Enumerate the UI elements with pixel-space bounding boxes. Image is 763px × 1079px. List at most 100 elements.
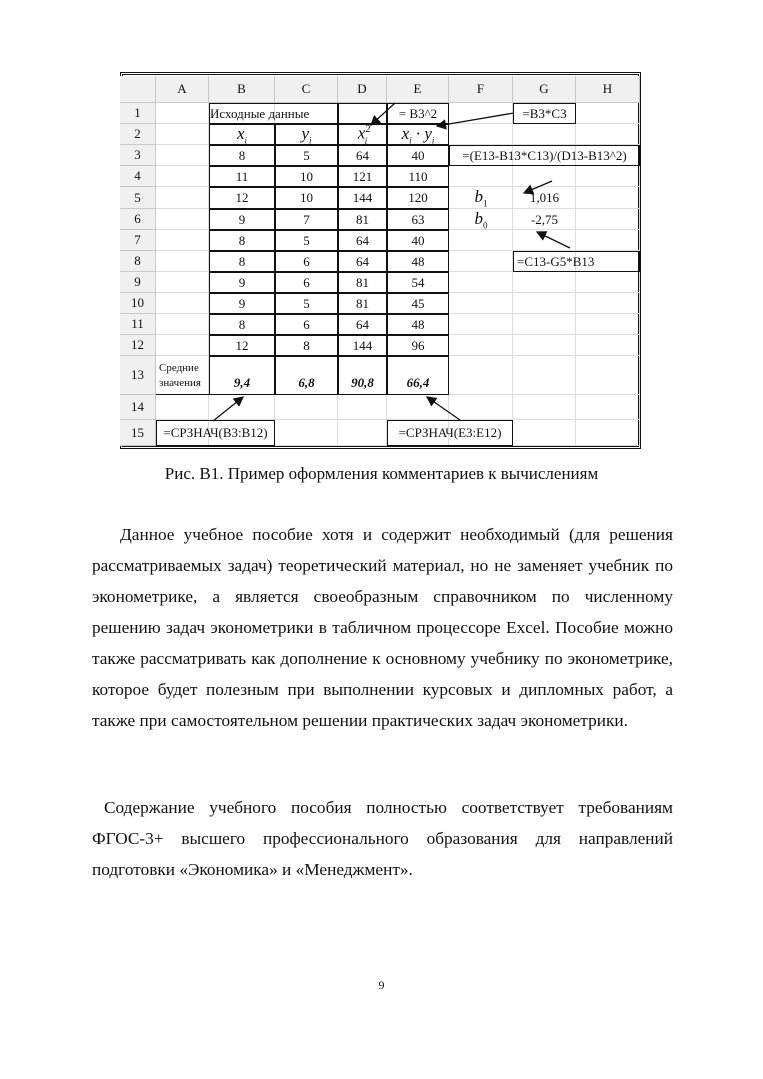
data-cell: 12 [209,187,275,209]
grid-cell [576,293,640,314]
data-cell: 45 [387,293,449,314]
header-x: xi [209,124,275,145]
row-header: 4 [120,166,156,187]
annotation-arrows [212,102,571,422]
row-header: 15 [120,420,156,446]
grid-cell [513,293,576,314]
data-cell: 110 [387,166,449,187]
data-cell: 40 [387,230,449,251]
grid-cell [576,209,640,230]
column-header [120,76,156,103]
grid-cell [156,230,209,251]
b1-label: b1 [474,187,488,209]
formula-g8: =C13-G5*B13 [513,251,640,272]
b0-label: b0 [474,208,488,231]
grid-cell [513,272,576,293]
header-title-box: Исходные данные [209,103,338,124]
grid-cell [156,145,209,166]
row-header: 9 [120,272,156,293]
grid-cell [156,314,209,335]
grid-cell [338,420,387,446]
header-xy: xi · yi [387,124,449,145]
formula-e1: = B3^2 [387,103,449,124]
grid-cell [449,166,513,187]
data-cell: 64 [338,314,387,335]
excel-figure: A B C D E F G H 1 2 3 4 5 6 7 8 9 10 11 12 13 14 15 Исходные да… [120,72,641,449]
arrow [212,396,245,422]
data-cell: 63 [387,209,449,230]
row-header: 3 [120,145,156,166]
grid-cell [449,187,513,209]
data-cell: 96 [387,335,449,356]
column-header: G [513,76,576,103]
data-cell: 9 [209,293,275,314]
grid-cell [576,314,640,335]
grid-cell [338,395,387,420]
b0-value: -2,75 [530,211,559,227]
b1-value: 1,016 [529,190,560,205]
data-cell: 48 [387,314,449,335]
mean-value: 6,8 [275,356,338,395]
grid-cell [156,124,209,145]
figure-caption: Рис. В1. Пример оформления комментариев … [164,464,599,483]
grid-cell [576,124,640,145]
row-header: 12 [120,335,156,356]
grid-cell [387,395,449,420]
row-header: 2 [120,124,156,145]
data-cell: 5 [275,230,338,251]
grid-cell [449,314,513,335]
row-header: 6 [120,209,156,230]
column-header: C [275,76,338,103]
data-cell: 81 [338,293,387,314]
grid-cell [275,395,338,420]
row-header: 11 [120,314,156,335]
grid-cell [156,103,209,124]
grid-cell [449,209,513,230]
data-cell: 9 [209,209,275,230]
grid-cell [513,335,576,356]
grid-cell [449,124,513,145]
grid-cell [513,124,576,145]
grid-cell [576,230,640,251]
row-header: 8 [120,251,156,272]
mean-value: 9,4 [209,356,275,395]
grid-cell [156,272,209,293]
grid-cell [156,187,209,209]
column-header: F [449,76,513,103]
paragraph-1: Данное учебное пособие хотя и содержит н… [92,525,673,730]
grid-cell [449,356,513,395]
grid-cell [156,251,209,272]
column-header: E [387,76,449,103]
grid-cell [513,314,576,335]
grid-cell [576,335,640,356]
arrow [435,112,515,130]
row-header: 1 [120,103,156,124]
data-cell: 81 [338,209,387,230]
data-cell: 64 [338,230,387,251]
data-cell: 64 [338,145,387,166]
d1-box [338,103,387,124]
grid-cell [576,103,640,124]
data-cell: 8 [209,314,275,335]
arrow [370,102,396,126]
means-label: Средние значения [159,361,201,389]
grid-cell [513,356,576,395]
data-cell: 8 [209,145,275,166]
data-cell: 5 [275,293,338,314]
data-cell: 6 [275,272,338,293]
data-cell: 7 [275,209,338,230]
grid-cell [449,272,513,293]
grid-cell [513,230,576,251]
data-cell: 6 [275,314,338,335]
grid-cell [513,166,576,187]
grid-cell [576,395,640,420]
grid-cell [576,420,640,446]
data-cell: 54 [387,272,449,293]
grid-cell [449,395,513,420]
grid-cell [513,187,576,209]
data-cell: 121 [338,166,387,187]
data-cell: 10 [275,166,338,187]
data-cell: 144 [338,335,387,356]
grid-cell [209,395,275,420]
